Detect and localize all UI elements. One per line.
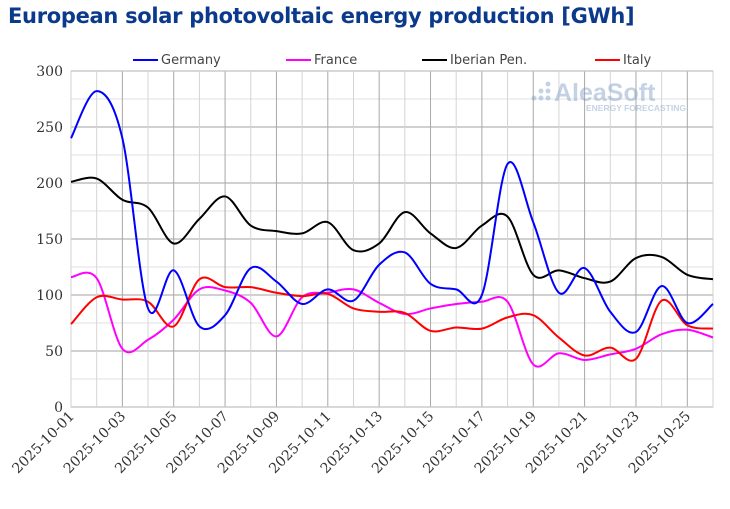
legend-label: Italy: [623, 53, 652, 68]
series-line-france: [70, 271, 714, 368]
plot-border: [70, 70, 714, 408]
y-tick-label: 100: [36, 288, 63, 304]
grid: [70, 70, 714, 408]
axes: 0501001502002503002025-10-012025-10-0320…: [9, 64, 694, 477]
series-line-iberian-pen: [70, 176, 714, 284]
watermark-logo: AleaSoft ENERGY FORECASTING: [531, 79, 686, 113]
legend-label: Germany: [161, 53, 221, 68]
legend: Germany France Iberian Pen. Italy: [133, 53, 652, 68]
legend-label: Iberian Pen.: [450, 53, 527, 68]
legend-label: France: [314, 53, 357, 68]
series-line-italy: [70, 276, 714, 362]
svg-text:AleaSoft: AleaSoft: [554, 79, 656, 107]
y-tick-label: 200: [36, 176, 63, 192]
y-tick-label: 50: [45, 344, 63, 360]
series-line-germany: [70, 90, 714, 334]
y-tick-label: 0: [54, 400, 63, 416]
y-tick-label: 250: [36, 120, 63, 136]
series-lines: [70, 90, 714, 368]
chart-title: European solar photovoltaic energy produ…: [8, 4, 635, 28]
y-tick-label: 150: [36, 232, 63, 248]
svg-text:ENERGY FORECASTING: ENERGY FORECASTING: [586, 103, 686, 113]
y-tick-label: 300: [36, 64, 63, 80]
